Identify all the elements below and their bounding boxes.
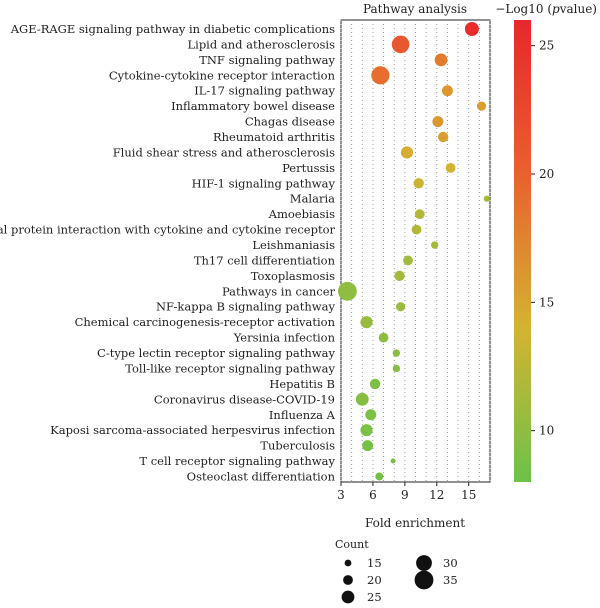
colorbar-tick-label: 20 [539,167,554,181]
pathway-label: Yersinia infection [233,331,336,345]
pathway-label: Th17 cell differentiation [194,253,336,267]
chart-title: Pathway analysis [363,2,467,16]
data-point [476,101,487,111]
data-point [441,85,453,97]
pathway-label: Pathways in cancer [222,284,336,298]
pathway-label: TNF signaling pathway [199,53,335,67]
x-tick-label: 3 [337,488,345,502]
pathway-label: Hepatitis B [269,377,335,391]
pathway-label: Influenza A [269,408,336,422]
colorbar: −Log10 (pvalue) 10 15 20 25 [495,2,597,482]
pathway-label: Chemical carcinogenesis-receptor activat… [75,315,336,329]
size-legend-label: 35 [443,573,458,587]
grid-lines [340,20,491,482]
pathway-label: Coronavirus disease-COVID-19 [154,392,335,406]
pathway-labels: AGE-RAGE signaling pathway in diabetic c… [0,22,336,483]
size-legend-title: Count [335,538,369,551]
pathway-label: Toll-like receptor signaling pathway [125,361,335,375]
pathway-label: Kaposi sarcoma-associated herpesvirus in… [50,423,335,437]
pathway-label: HIF-1 signaling pathway [192,176,336,190]
colorbar-tick-label: 10 [539,424,554,438]
size-legend-label: 30 [443,556,458,570]
data-point [390,458,396,464]
data-point [464,22,479,36]
data-point [391,35,410,54]
colorbar-tick-label: 15 [539,295,554,309]
pathway-label: NF-kappa B signaling pathway [156,300,336,314]
colorbar-tick-label: 25 [539,39,554,53]
pathway-label: Rheumatoid arthritis [213,130,335,144]
pathway-label: Toxoplasmosis [251,269,335,283]
data-point [369,378,381,390]
data-point [483,195,490,202]
pathway-label: Lipid and atherosclerosis [188,37,336,51]
x-tick-label: 9 [401,488,409,502]
data-point [430,241,439,249]
x-tick-label: 6 [369,488,377,502]
data-point [337,281,357,301]
x-axis: 3 6 9 12 15 [337,482,476,502]
colorbar-gradient [514,20,531,482]
pathway-label: Pertussis [282,161,335,175]
data-point [392,349,401,357]
size-legend-swatch [414,570,434,590]
size-legend-swatch [344,559,352,567]
data-point [362,440,374,452]
x-tick-label: 15 [461,488,476,502]
size-legend-swatch [341,590,355,604]
data-point [437,131,449,143]
pathway-label: IL-17 signaling pathway [194,84,335,98]
pathway-label: AGE-RAGE signaling pathway in diabetic c… [10,22,335,36]
size-legend-swatch [343,575,353,585]
x-tick-label: 12 [429,488,444,502]
data-point [411,224,422,235]
data-point [371,66,390,85]
pathway-label: Cytokine-cytokine receptor interaction [109,68,336,82]
pathway-label: Amoebiasis [268,207,335,221]
data-point [392,364,401,373]
pathway-label: Chagas disease [245,115,335,129]
data-point [434,53,448,67]
data-point [394,270,405,282]
colorbar-title: −Log10 (pvalue) [495,2,597,16]
size-legend-label: 25 [367,590,382,604]
size-legend-label: 15 [367,556,382,570]
pathway-label: Malaria [290,192,335,206]
data-point [403,255,413,266]
data-point [378,332,389,343]
data-points [337,22,490,481]
data-point [396,302,406,312]
pathway-label: Viral protein interaction with cytokine … [0,223,335,237]
data-point [360,316,373,329]
x-axis-label: Fold enrichment [365,516,465,530]
data-point [432,116,444,128]
pathway-label: Tuberculosis [260,439,335,453]
data-point [355,392,369,406]
pathway-label: Fluid shear stress and atherosclerosis [113,145,335,159]
pathway-label: T cell receptor signaling pathway [139,454,335,468]
chart-title-group: Pathway analysis Fold enrichment [363,2,467,530]
pathway-label: Leishmaniasis [252,238,335,252]
data-point [365,409,377,421]
pathway-label: C-type lectin receptor signaling pathway [97,346,335,360]
size-legend-swatch [416,555,432,571]
size-legend: Count 15 20 25 30 35 [335,538,458,604]
data-point [414,209,425,220]
data-point [413,178,424,189]
data-point [360,424,373,437]
pathway-label: Inflammatory bowel disease [171,99,335,113]
pathway-label: Osteoclast differentiation [187,469,336,483]
data-point [375,472,384,481]
size-legend-label: 20 [367,573,382,587]
data-point [445,162,456,173]
data-point [400,146,414,159]
